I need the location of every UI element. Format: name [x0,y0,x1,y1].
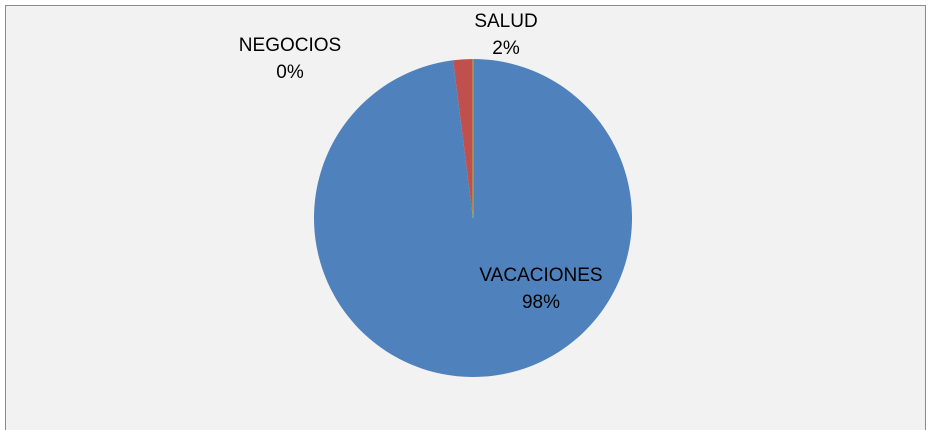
slice-label: VACACIONES [479,265,602,286]
slice-value-label: 2% [492,38,520,59]
slice-value-label: 0% [276,62,304,83]
pie-slice [453,59,473,218]
slice-label: SALUD [474,11,537,32]
slice-value-label: 98% [522,292,560,313]
slice-label: NEGOCIOS [239,35,341,56]
